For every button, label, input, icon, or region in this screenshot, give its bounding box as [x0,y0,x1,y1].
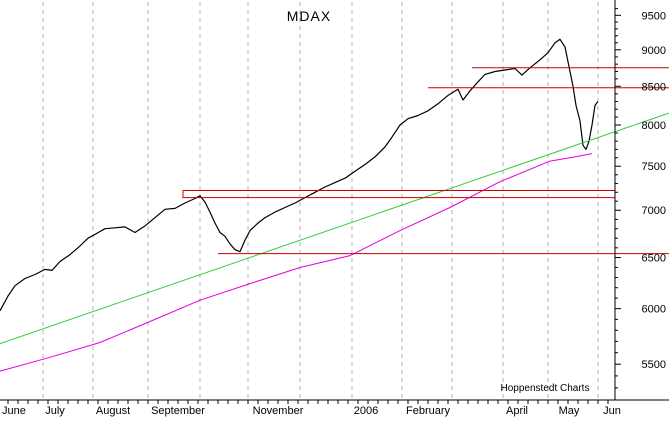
y-tick-label: 7500 [642,161,666,173]
y-tick-label: 8000 [642,120,666,132]
x-tick-label: February [406,405,451,417]
y-tick-label: 9000 [642,45,666,57]
x-tick-label: September [151,405,205,417]
y-tick-label: 6000 [642,304,666,316]
y-tick-label: 7000 [642,205,666,217]
x-tick-label: July [45,405,65,417]
x-tick-label: Jun [603,405,621,417]
x-tick-label: May [559,405,580,417]
y-tick-label: 6500 [642,253,666,265]
chart-credit: Hoppenstedt Charts [501,383,590,394]
moving-average-line [0,153,593,372]
x-tick-label: June [2,405,26,417]
x-tick-label: August [96,405,130,417]
grid-layer [42,2,599,400]
x-tick-label: 2006 [354,405,378,417]
x-tick-label: November [253,405,304,417]
trend-line [0,112,669,345]
x-tick-label: April [506,405,528,417]
y-tick-label: 5500 [642,359,666,371]
y-tick-label: 9500 [642,10,666,22]
y-tick-label: 8500 [642,81,666,93]
series-layer [0,38,669,372]
chart-title: MDAX [287,8,331,24]
index-price-line [0,38,599,312]
